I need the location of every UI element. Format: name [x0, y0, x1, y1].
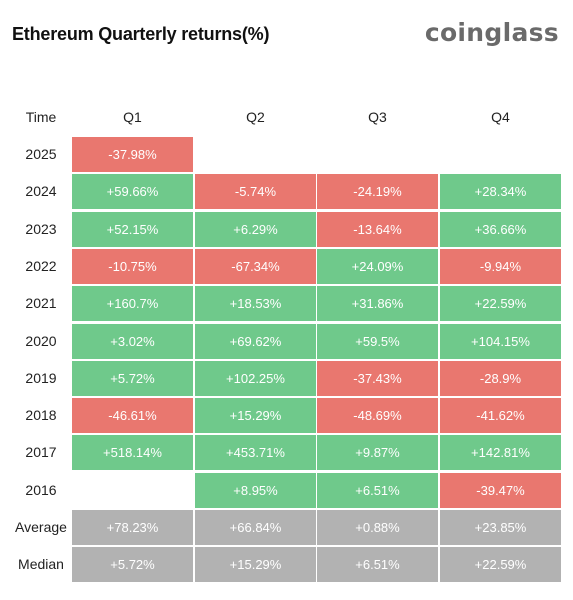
return-cell: -13.64%: [317, 211, 438, 247]
header-q1: Q1: [123, 109, 142, 125]
return-cell: +102.25%: [195, 360, 316, 396]
return-cell: +6.29%: [195, 211, 316, 247]
return-cell: +23.85%: [440, 510, 561, 545]
table-row: 2019 +5.72% +102.25% -37.43% -28.9%: [0, 360, 573, 396]
header-q3: Q3: [368, 109, 387, 125]
return-cell: +0.88%: [317, 510, 438, 545]
table-row: 2017 +518.14% +453.71% +9.87% +142.81%: [0, 435, 573, 471]
row-label: 2023: [25, 220, 57, 237]
return-cell: -41.62%: [440, 398, 561, 434]
coinglass-logo: coinglass: [424, 18, 559, 47]
return-cell: +5.72%: [72, 360, 193, 396]
table-header-row: Time Q1 Q2 Q3 Q4: [0, 101, 573, 133]
return-cell: -46.61%: [72, 398, 193, 434]
table-row: 2023 +52.15% +6.29% -13.64% +36.66%: [0, 211, 573, 247]
row-label: 2018: [25, 407, 57, 424]
return-cell: +6.51%: [317, 547, 438, 583]
table-row: 2022 -10.75% -67.34% +24.09% -9.94%: [0, 248, 573, 284]
return-cell: +18.53%: [195, 286, 316, 322]
return-cell: -37.43%: [317, 360, 438, 396]
table-row: 2018 -46.61% +15.29% -48.69% -41.62%: [0, 398, 573, 434]
summary-row: Median +5.72% +15.29% +6.51% +22.59%: [0, 547, 573, 583]
row-label: 2022: [25, 257, 57, 274]
summary-row: Average +78.23% +66.84% +0.88% +23.85%: [0, 510, 573, 545]
row-label: 2017: [25, 444, 57, 461]
return-cell: +453.71%: [195, 435, 316, 471]
row-label: 2024: [25, 183, 57, 200]
return-cell: +3.02%: [72, 323, 193, 359]
return-cell: +15.29%: [195, 398, 316, 434]
return-cell: -67.34%: [195, 248, 316, 284]
return-cell: +142.81%: [440, 435, 561, 471]
return-cell: -48.69%: [317, 398, 438, 434]
return-cell: +160.7%: [72, 286, 193, 322]
return-cell: +66.84%: [195, 510, 316, 545]
return-cell: +78.23%: [72, 510, 193, 545]
row-label: Median: [18, 556, 64, 573]
return-cell: -28.9%: [440, 360, 561, 396]
return-cell: +59.5%: [317, 323, 438, 359]
table-row: 2021 +160.7% +18.53% +31.86% +22.59%: [0, 286, 573, 322]
header-time: Time: [25, 109, 57, 125]
return-cell: +5.72%: [72, 547, 193, 583]
table-row: 2025 -37.98%: [0, 137, 573, 172]
return-cell: +36.66%: [440, 211, 561, 247]
return-cell: +52.15%: [72, 211, 193, 247]
table-row: 2016 +8.95% +6.51% -39.47%: [0, 472, 573, 508]
row-label: 2021: [25, 295, 57, 312]
return-cell: +15.29%: [195, 547, 316, 583]
row-label: Average: [15, 519, 67, 535]
return-cell: +24.09%: [317, 248, 438, 284]
return-cell: +28.34%: [440, 174, 561, 210]
header-q4: Q4: [491, 109, 510, 125]
return-cell: -24.19%: [317, 174, 438, 210]
row-label: 2020: [25, 332, 57, 349]
return-cell: +104.15%: [440, 323, 561, 359]
return-cell: +6.51%: [317, 472, 438, 508]
return-cell: +22.59%: [440, 286, 561, 322]
return-cell: +8.95%: [195, 472, 316, 508]
return-cell: -39.47%: [440, 472, 561, 508]
return-cell: +518.14%: [72, 435, 193, 471]
return-cell: +9.87%: [317, 435, 438, 471]
return-cell: -37.98%: [72, 137, 193, 172]
return-cell: +69.62%: [195, 323, 316, 359]
table-row: 2020 +3.02% +69.62% +59.5% +104.15%: [0, 323, 573, 359]
return-cell: -9.94%: [440, 248, 561, 284]
return-cell: -10.75%: [72, 248, 193, 284]
row-label: 2019: [25, 369, 57, 386]
header-q2: Q2: [246, 109, 265, 125]
row-label: 2016: [25, 481, 57, 498]
chart-title: Ethereum Quarterly returns(%): [12, 24, 270, 44]
return-cell: +22.59%: [440, 547, 561, 583]
return-cell: +59.66%: [72, 174, 193, 210]
return-cell: -5.74%: [195, 174, 316, 210]
return-cell: +31.86%: [317, 286, 438, 322]
row-label: 2025: [25, 146, 57, 162]
table-row: 2024 +59.66% -5.74% -24.19% +28.34%: [0, 174, 573, 210]
